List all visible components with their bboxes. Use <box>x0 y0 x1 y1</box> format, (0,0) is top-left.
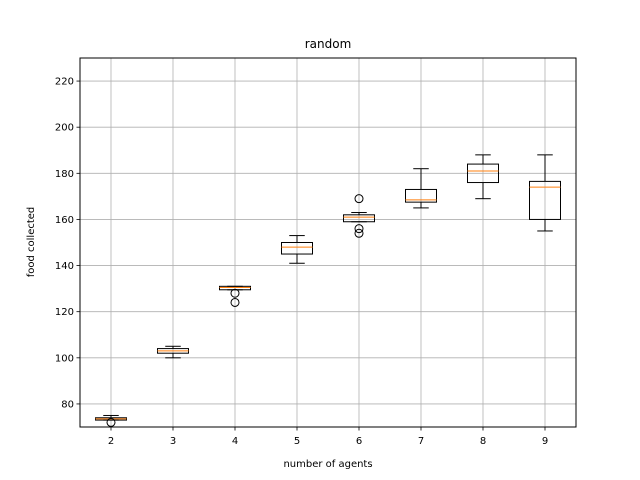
x-tick-label: 3 <box>170 436 176 447</box>
y-axis-label: food collected <box>26 207 37 278</box>
x-tick-label: 2 <box>108 436 114 447</box>
box-body <box>467 163 499 184</box>
y-tick-label: 160 <box>55 215 74 226</box>
y-tick-label: 140 <box>55 261 74 272</box>
outlier-point <box>230 288 240 298</box>
y-tick-label: 200 <box>55 123 74 134</box>
box-series <box>95 154 561 427</box>
x-tick-label: 8 <box>480 436 486 447</box>
x-tick-label: 5 <box>294 436 300 447</box>
outlier-point <box>230 297 240 307</box>
box-body <box>405 188 437 203</box>
box-body <box>343 214 375 223</box>
grid-lines <box>80 58 576 427</box>
outlier-point <box>354 194 364 204</box>
box-body <box>219 285 251 291</box>
y-tick-label: 220 <box>55 77 74 88</box>
y-tick-label: 80 <box>61 399 74 410</box>
chart-title: random <box>305 37 352 51</box>
outlier-point <box>354 228 364 238</box>
outlier-point <box>354 224 364 234</box>
x-tick-label: 4 <box>232 436 238 447</box>
x-axis-label: number of agents <box>283 459 372 470</box>
box-body <box>281 242 313 255</box>
box-body <box>529 180 561 220</box>
x-tick-label: 6 <box>356 436 362 447</box>
y-tick-label: 120 <box>55 307 74 318</box>
y-tick-label: 180 <box>55 169 74 180</box>
outlier-point <box>106 417 116 427</box>
plot-area-frame <box>79 57 577 428</box>
x-tick-label: 7 <box>418 436 424 447</box>
x-tick-label: 9 <box>542 436 548 447</box>
y-tick-label: 100 <box>55 353 74 364</box>
axis-ticks: 80 100 120 140 160 180 200 220 2 3 4 5 6 7 8 9 <box>55 77 548 447</box>
